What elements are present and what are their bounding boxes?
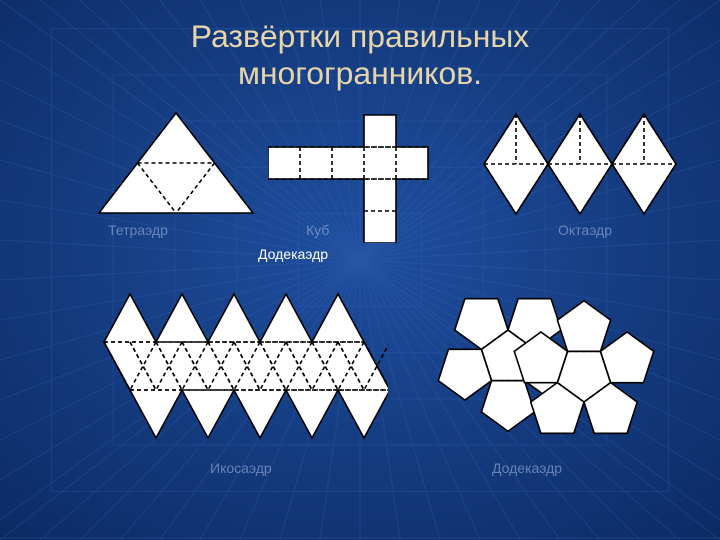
label-octahedron: Октаэдр (558, 222, 612, 238)
label-icosahedron: Икосаэдр (210, 460, 272, 476)
net-dodecahedron (430, 262, 660, 462)
label-dodecahedron-mid: Додекаэдр (258, 246, 328, 262)
net-tetrahedron (96, 110, 256, 216)
label-dodecahedron-bottom: Додекаэдр (492, 460, 562, 476)
title-line-2: многогранников. (0, 55, 720, 92)
net-cube (268, 113, 444, 243)
net-octahedron (480, 112, 680, 216)
page-title: Развёртки правильных многогранников. (0, 18, 720, 91)
slide-root: Развёртки правильных многогранников. Тет… (0, 0, 720, 540)
label-tetrahedron: Тетраэдр (108, 222, 168, 238)
net-icosahedron (98, 290, 388, 450)
label-cube: Куб (306, 222, 329, 238)
title-line-1: Развёртки правильных (0, 18, 720, 55)
